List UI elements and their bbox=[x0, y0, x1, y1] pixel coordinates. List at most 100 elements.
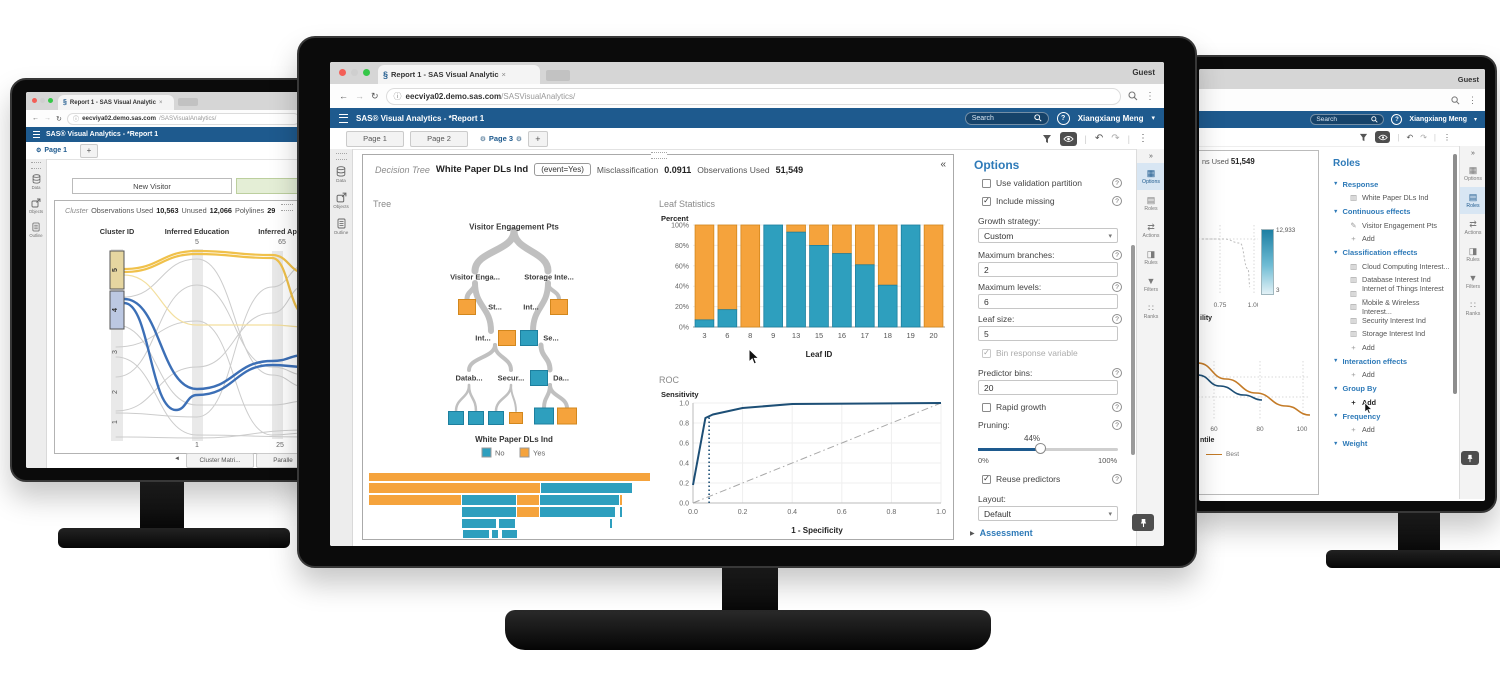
search-icon[interactable] bbox=[1451, 95, 1460, 105]
max-levels-input[interactable]: 6 bbox=[978, 294, 1118, 309]
reuse-predictors-checkbox[interactable]: ✓ Reuse predictors? bbox=[982, 474, 1122, 484]
collapse-triangle-icon[interactable]: ▼ bbox=[1333, 358, 1339, 364]
dock-tab-rules[interactable]: ◨ Rules bbox=[1460, 241, 1485, 268]
dock-tab-actions[interactable]: ⇄ Actions bbox=[1460, 214, 1485, 241]
panel-grip[interactable] bbox=[651, 152, 667, 159]
menu-icon[interactable] bbox=[339, 113, 348, 123]
roles-add-button[interactable]: + Add bbox=[1333, 341, 1451, 355]
roles-section-header[interactable]: ▼ Continuous effects bbox=[1333, 205, 1451, 219]
url-field[interactable]: ⓘ eecviya02.demo.sas.com/SASVisualAnalyt… bbox=[66, 112, 300, 125]
browser-tab[interactable]: § Report 1 - SAS Visual Analytic × bbox=[378, 65, 540, 84]
new-tab-button[interactable] bbox=[546, 70, 570, 81]
decision-tree-panel[interactable]: « Decision Tree White Paper DLs Ind (eve… bbox=[362, 152, 954, 540]
collapse-panel-icon[interactable]: » bbox=[1149, 152, 1153, 160]
roles-add-button[interactable]: + Add bbox=[1333, 396, 1451, 410]
tab-cluster-matrix[interactable]: Cluster Matri... bbox=[186, 453, 254, 468]
roles-field-item[interactable]: ▥ Database Interest Ind bbox=[1333, 273, 1451, 287]
new-visitor-control[interactable]: New Visitor bbox=[72, 178, 232, 194]
back-icon[interactable]: ← bbox=[32, 115, 39, 122]
back-icon[interactable]: ← bbox=[339, 91, 348, 101]
dock-tab-filters[interactable]: ▼ Filters bbox=[1137, 271, 1164, 298]
pin-button[interactable] bbox=[1132, 514, 1154, 531]
rail-data-button[interactable]: Data bbox=[26, 174, 46, 190]
close-window-button[interactable] bbox=[32, 98, 37, 103]
roles-field-item[interactable]: ▥ White Paper DLs Ind bbox=[1333, 191, 1451, 205]
dock-tab-options[interactable]: ▦ Options bbox=[1460, 160, 1485, 187]
collapse-triangle-icon[interactable]: ▼ bbox=[1333, 413, 1339, 419]
forward-icon[interactable]: → bbox=[44, 115, 51, 122]
help-icon[interactable]: ? bbox=[1112, 474, 1122, 484]
help-icon[interactable]: ? bbox=[1112, 402, 1122, 412]
event-level-button[interactable]: (event=Yes) bbox=[534, 163, 591, 176]
tab-page1[interactable]: Page 1 bbox=[346, 130, 404, 147]
roles-field-item[interactable]: ▥ Internet of Things Interest ... bbox=[1333, 284, 1451, 302]
view-mode-button[interactable] bbox=[1375, 131, 1391, 143]
roc-chart[interactable]: 0.0 0.2 0.4 0.6 0.8 1.0 0.0 0.2 0.4 0.6 0.8 1.0 Sens… bbox=[659, 387, 951, 537]
assessment-section[interactable]: ▶ Assessment bbox=[970, 528, 1033, 538]
roles-add-button[interactable]: + Add bbox=[1333, 423, 1451, 437]
undo-icon[interactable]: ↶ bbox=[1406, 132, 1414, 142]
collapse-triangle-icon[interactable]: ▼ bbox=[1333, 440, 1339, 447]
dock-tab-options[interactable]: ▦ Options bbox=[1137, 163, 1164, 190]
search-input[interactable]: Search bbox=[1310, 114, 1385, 125]
leaf-statistics-chart[interactable]: 0% 20% 40% 60% 80% 100% 3 6 8 9 13 15 16 17 18 19 20 Perc… bbox=[659, 211, 951, 361]
pin-button[interactable] bbox=[1461, 451, 1479, 465]
checkbox-icon[interactable] bbox=[982, 178, 991, 188]
tab-page3-active[interactable]: ⚙ Page 3 ⚙ bbox=[480, 134, 522, 143]
tree-icicle-chart[interactable] bbox=[369, 473, 651, 538]
collapse-triangle-icon[interactable]: ▼ bbox=[1333, 249, 1339, 256]
checkbox-checked-icon[interactable]: ✓ bbox=[982, 348, 991, 358]
forward-icon[interactable]: → bbox=[355, 91, 364, 101]
minimize-window-button[interactable] bbox=[40, 98, 45, 103]
dock-tab-roles[interactable]: ▤ Roles bbox=[1460, 187, 1485, 214]
include-missing-checkbox[interactable]: ✓ Include missing? bbox=[982, 196, 1122, 206]
undo-icon[interactable]: ↶ bbox=[1094, 133, 1104, 144]
kebab-icon[interactable]: ⋮ bbox=[1468, 94, 1477, 105]
filter-icon[interactable] bbox=[1042, 134, 1052, 144]
help-icon[interactable]: ? bbox=[1056, 111, 1070, 125]
help-icon[interactable]: ? bbox=[1112, 420, 1122, 430]
tab-page2[interactable]: Page 2 bbox=[410, 130, 468, 147]
menu-icon[interactable] bbox=[33, 131, 40, 138]
help-icon[interactable]: ? bbox=[1112, 250, 1122, 260]
rail-objects-button[interactable]: Objects bbox=[26, 198, 46, 214]
scrollbar[interactable] bbox=[1453, 154, 1457, 394]
new-visitor-value-box[interactable] bbox=[236, 178, 306, 194]
close-tab-icon[interactable]: × bbox=[158, 99, 163, 106]
search-input[interactable]: Search bbox=[964, 111, 1049, 125]
gear-icon[interactable]: ⚙ bbox=[36, 148, 42, 154]
roles-field-item[interactable]: ▥ Mobile & Wireless Interest... bbox=[1333, 298, 1451, 316]
maximize-window-button[interactable] bbox=[363, 69, 370, 76]
roles-field-item[interactable]: ✎ Visitor Engagement Pts bbox=[1333, 219, 1451, 233]
dock-tab-ranks[interactable]: ∷ Ranks bbox=[1137, 298, 1164, 325]
dock-tab-rules[interactable]: ◨ Rules bbox=[1137, 244, 1164, 271]
roles-section-header[interactable]: ▼ Weight bbox=[1333, 437, 1451, 451]
roles-add-button[interactable]: + Add bbox=[1333, 368, 1451, 382]
use-validation-checkbox[interactable]: Use validation partition? bbox=[982, 178, 1122, 188]
rail-outline-button[interactable]: Outline bbox=[26, 222, 46, 238]
url-field[interactable]: ⓘ eecviya02.demo.sas.com/SASVisualAnalyt… bbox=[385, 87, 1121, 105]
roles-section-header[interactable]: ▼ Response bbox=[1333, 177, 1451, 191]
scroll-left-icon[interactable]: ◄ bbox=[174, 456, 180, 462]
dock-tab-roles[interactable]: ▤ Roles bbox=[1137, 190, 1164, 217]
browser-tab[interactable]: § Report 1 - SAS Visual Analytic × bbox=[58, 95, 174, 110]
roles-section-header[interactable]: ▼ Interaction effects bbox=[1333, 354, 1451, 368]
user-menu[interactable]: Xiangxiang Meng bbox=[1077, 113, 1144, 123]
user-menu[interactable]: Xiangxiang Meng bbox=[1409, 116, 1467, 123]
checkbox-checked-icon[interactable]: ✓ bbox=[982, 474, 991, 484]
add-page-button[interactable]: + bbox=[527, 130, 548, 147]
roles-field-item[interactable]: ▥ Cloud Computing Interest... bbox=[1333, 260, 1451, 274]
collapse-panel-icon[interactable]: » bbox=[1471, 149, 1475, 157]
rail-data-button[interactable]: Data bbox=[330, 166, 352, 183]
gear-icon[interactable]: ⚙ bbox=[480, 135, 486, 143]
close-window-button[interactable] bbox=[339, 69, 346, 76]
refresh-icon[interactable]: ↻ bbox=[371, 90, 379, 101]
search-icon[interactable] bbox=[1128, 91, 1138, 101]
help-icon[interactable]: ? bbox=[1112, 282, 1122, 292]
rail-grip[interactable] bbox=[31, 162, 41, 169]
add-page-button[interactable]: + bbox=[79, 143, 98, 158]
view-mode-button[interactable] bbox=[1059, 131, 1077, 146]
collapse-icon[interactable]: « bbox=[940, 159, 946, 170]
scrollbar[interactable] bbox=[1131, 245, 1135, 455]
redo-icon[interactable]: ↷ bbox=[1111, 133, 1120, 144]
